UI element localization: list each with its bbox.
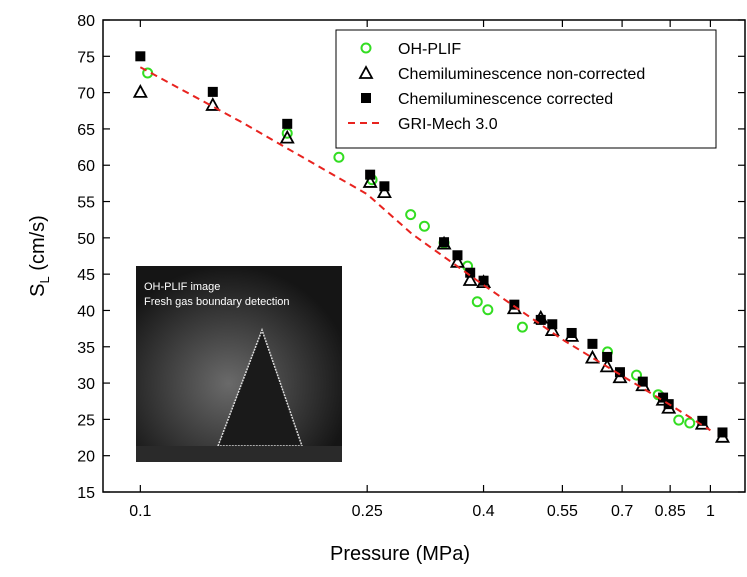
y-tick-label: 40 xyxy=(77,303,95,320)
legend-swatch xyxy=(361,93,371,103)
data-point xyxy=(362,174,378,188)
x-tick-label: 0.85 xyxy=(655,503,686,520)
legend-label: GRI-Mech 3.0 xyxy=(398,116,498,133)
data-point xyxy=(439,237,450,248)
y-tick-label: 20 xyxy=(77,449,95,466)
y-label-main: S xyxy=(27,283,49,296)
data-point xyxy=(418,220,430,232)
y-tick-label: 55 xyxy=(77,195,95,212)
data-point xyxy=(566,327,577,338)
data-point xyxy=(365,169,376,180)
plot-frame xyxy=(102,19,746,493)
inset-text: Fresh gas boundary detection xyxy=(144,296,290,308)
data-point xyxy=(452,250,463,261)
data-point xyxy=(509,299,520,310)
y-tick-label: 65 xyxy=(77,122,95,139)
data-point xyxy=(614,367,625,378)
model-line xyxy=(139,66,711,432)
data-point xyxy=(405,209,417,221)
data-point xyxy=(207,86,218,97)
data-point xyxy=(637,376,648,387)
x-tick-label: 0.55 xyxy=(547,503,578,520)
data-point xyxy=(333,151,345,163)
y-tick-label: 30 xyxy=(77,376,95,393)
y-tick-label: 50 xyxy=(77,231,95,248)
y-label-unit: (cm/s) xyxy=(27,215,49,276)
y-tick-label: 75 xyxy=(77,49,95,66)
data-point xyxy=(462,272,478,286)
y-tick-label: 45 xyxy=(77,267,95,284)
data-point xyxy=(587,338,598,349)
data-point xyxy=(471,296,483,308)
x-tick-label: 1 xyxy=(706,503,715,520)
data-point xyxy=(631,369,643,381)
y-tick-label: 60 xyxy=(77,158,95,175)
data-point xyxy=(684,417,696,429)
data-point xyxy=(465,267,476,278)
y-tick-label: 35 xyxy=(77,340,95,357)
y-tick-label: 70 xyxy=(77,86,95,103)
data-point xyxy=(717,427,728,438)
y-tick-label: 80 xyxy=(77,13,95,30)
legend-swatch xyxy=(358,65,374,79)
data-point xyxy=(547,319,558,330)
legend-label: Chemiluminescence corrected xyxy=(398,91,613,108)
legend-label: Chemiluminescence non-corrected xyxy=(398,66,645,83)
inset-text: OH-PLIF image xyxy=(144,281,220,293)
x-tick-label: 0.7 xyxy=(611,503,633,520)
data-point xyxy=(279,129,295,144)
x-tick-label: 0.1 xyxy=(129,503,151,520)
data-point xyxy=(379,181,390,192)
x-tick-label: 0.25 xyxy=(352,503,383,520)
data-point xyxy=(478,275,489,286)
data-point xyxy=(482,304,494,316)
y-label-sub: L xyxy=(37,276,52,283)
legend-label: OH-PLIF xyxy=(398,41,461,58)
data-point xyxy=(602,351,613,362)
x-axis-label: Pressure (MPa) xyxy=(330,543,470,565)
y-axis-label: SL (cm/s) xyxy=(27,215,52,297)
y-tick-label: 25 xyxy=(77,412,95,429)
data-point xyxy=(673,414,685,426)
y-tick-label: 15 xyxy=(77,485,95,502)
data-point xyxy=(544,322,560,336)
inset-image: OH-PLIF image Fresh gas boundary detecti… xyxy=(136,266,342,462)
data-point xyxy=(697,415,708,426)
data-point xyxy=(535,314,546,325)
data-point xyxy=(135,51,146,62)
data-point xyxy=(516,321,528,333)
data-point xyxy=(584,349,600,364)
legend-swatch xyxy=(360,42,372,54)
data-point xyxy=(376,184,392,198)
legend: OH-PLIF Chemiluminescence non-corrected Ch… xyxy=(335,29,717,149)
x-tick-label: 0.4 xyxy=(472,503,494,520)
data-point xyxy=(282,118,293,129)
data-point xyxy=(132,84,148,98)
data-point xyxy=(658,392,669,403)
